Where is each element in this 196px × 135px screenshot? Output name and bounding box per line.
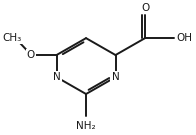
Text: N: N [112, 72, 119, 82]
Text: N: N [53, 72, 60, 82]
Text: O: O [27, 50, 35, 60]
Text: NH₂: NH₂ [76, 121, 96, 131]
Text: O: O [141, 4, 149, 14]
Text: CH₃: CH₃ [3, 33, 22, 43]
Text: OH: OH [176, 33, 192, 43]
